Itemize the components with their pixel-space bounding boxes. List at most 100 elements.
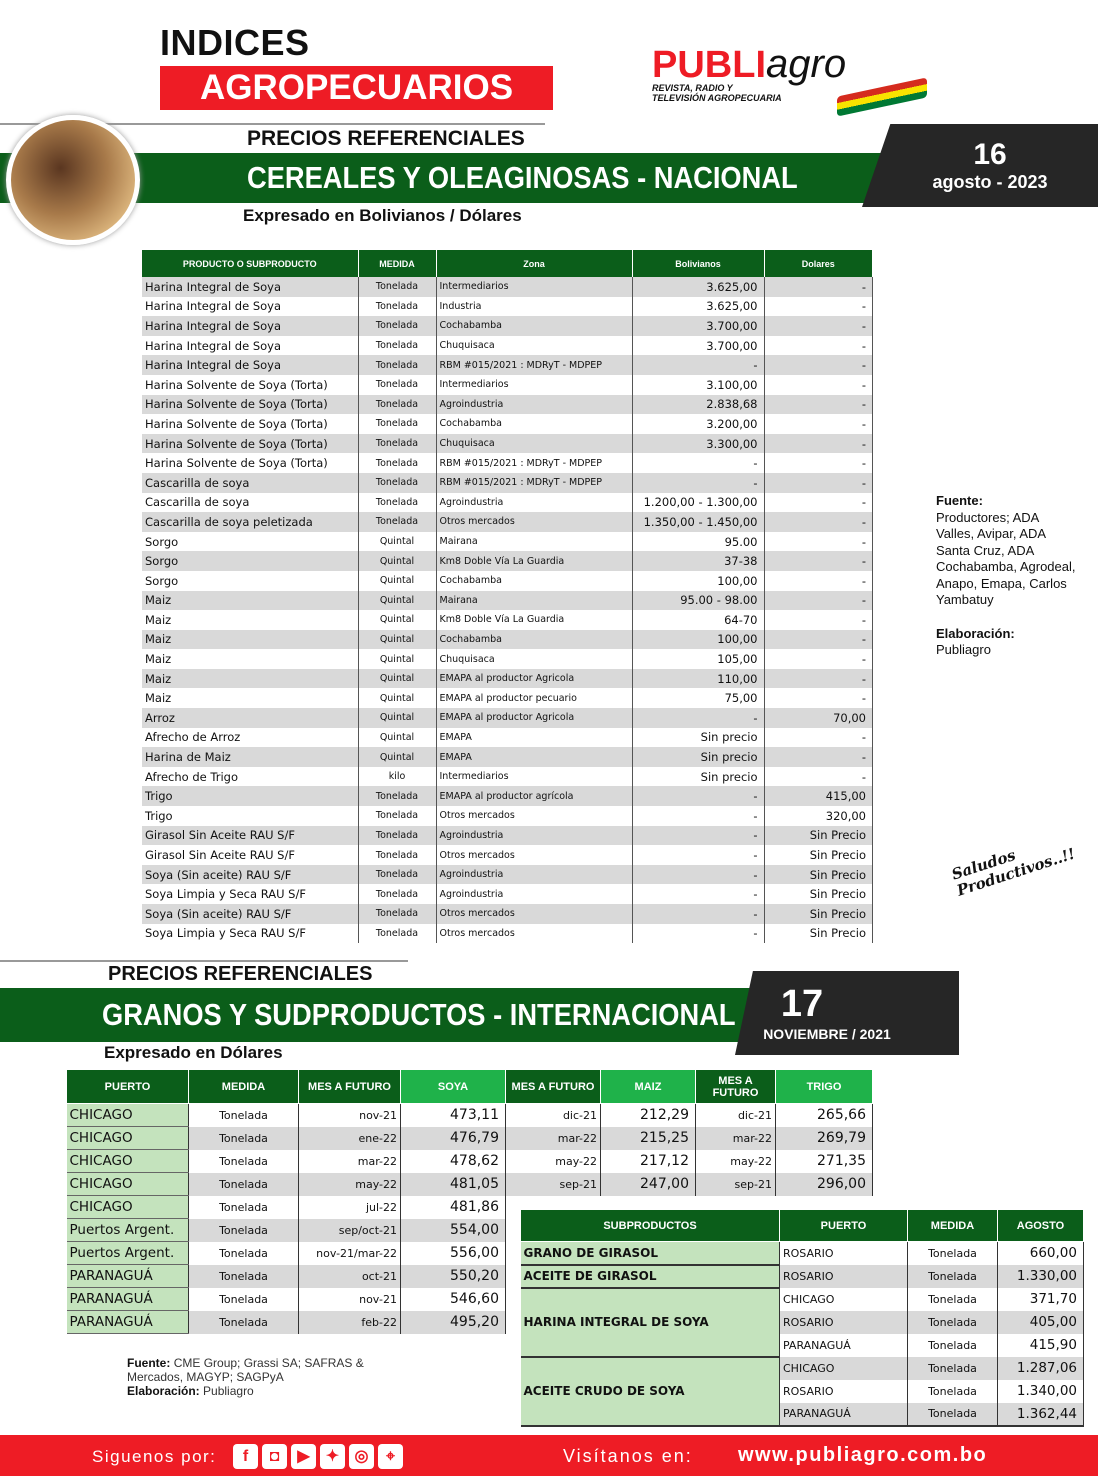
table-row: Maiz Quintal Mairana 95.00 - 98.00-: [142, 590, 873, 611]
follow-label: Siguenos por:: [92, 1447, 217, 1466]
twitter-icon[interactable]: ✦: [320, 1444, 345, 1469]
col-header: AGOSTO: [997, 1209, 1084, 1242]
table-row: GRANO DE GIRASOL ROSARIO Tonelada 660,00: [520, 1241, 1084, 1266]
zone-cell: Mairana: [436, 590, 633, 611]
dollars-cell: -: [764, 727, 873, 748]
section1-title-bar: CEREALES Y OLEAGINOSAS - NACIONAL: [0, 153, 885, 203]
zone-cell: RBM #015/2021 : MDRyT - MDPEP: [436, 355, 633, 375]
dollars-cell: -: [764, 649, 873, 669]
table-row: Harina Solvente de Soya (Torta) Tonelada I…: [142, 374, 873, 395]
bolivianos-cell: 1.350,00 - 1.450,00: [632, 512, 765, 532]
title-line2: AGROPECUARIOS: [160, 66, 553, 110]
table-row: Girasol Sin Aceite RAU S/F Tonelada Agroin…: [142, 825, 873, 846]
dollars-cell: -: [764, 374, 873, 395]
table-row: Soya Limpia y Seca RAU S/F Tonelada Agroin…: [142, 884, 873, 904]
product-cell: Maiz: [142, 610, 359, 630]
col-header: MAIZ: [600, 1069, 696, 1104]
zone-cell: EMAPA: [436, 747, 633, 767]
product-cell: Harina Integral de Soya: [142, 316, 359, 336]
section2-kicker: PRECIOS REFERENCIALES: [108, 963, 373, 985]
table-row: Girasol Sin Aceite RAU S/F Tonelada Otros …: [142, 845, 873, 865]
website-link[interactable]: www.publiagro.com.bo: [738, 1444, 988, 1466]
date-day: 17: [780, 983, 824, 1025]
table-row: ROSARIO Tonelada 1.340,00: [521, 1379, 1084, 1403]
bolivianos-cell: -: [632, 864, 765, 885]
unit-cell: Tonelada: [188, 1195, 299, 1219]
table-row: Trigo Tonelada EMAPA al productor agrícola…: [142, 786, 873, 807]
unit-cell: Quintal: [358, 531, 437, 552]
dollars-cell: -: [764, 316, 873, 336]
visit-label: Visítanos en:: [563, 1446, 693, 1466]
youtube-icon[interactable]: ▶: [291, 1444, 316, 1469]
unit-cell: Tonelada: [358, 277, 437, 297]
unit-cell: Quintal: [358, 590, 437, 611]
table-row: ROSARIO Tonelada 405,00: [521, 1310, 1084, 1334]
unit-cell: Tonelada: [358, 786, 437, 807]
unit-cell: Tonelada: [358, 374, 437, 395]
future-month-cell: sep-21: [695, 1172, 776, 1196]
bolivianos-cell: 37-38: [632, 551, 765, 571]
future-month-cell: ene-22: [298, 1126, 401, 1150]
dollars-cell: -: [764, 570, 873, 591]
unit-cell: Tonelada: [907, 1287, 998, 1311]
future-month-cell: mar-22: [505, 1126, 601, 1150]
dollars-cell: -: [764, 766, 873, 787]
elaboracion-text: Publiagro: [936, 642, 991, 657]
product-cell: Soya (Sin aceite) RAU S/F: [142, 904, 359, 924]
price-cell: 1.330,00: [997, 1264, 1084, 1288]
table-row: Maiz Quintal EMAPA al productor Agricola 11…: [142, 668, 873, 689]
bolivianos-cell: 95.00 - 98.00: [632, 590, 765, 611]
product-cell: Maiz: [142, 668, 359, 689]
product-cell: Soya Limpia y Seca RAU S/F: [142, 884, 359, 904]
unit-cell: Tonelada: [358, 433, 437, 454]
soya-cell: 478,62: [400, 1149, 506, 1173]
trigo-cell: 296,00: [775, 1172, 873, 1196]
soya-cell: 550,20: [400, 1264, 506, 1288]
instagram-icon[interactable]: ◘: [262, 1444, 287, 1469]
dollars-cell: -: [764, 512, 873, 532]
future-month-cell: nov-21: [298, 1103, 401, 1127]
product-cell: Sorgo: [142, 551, 359, 571]
dollars-cell: -: [764, 414, 873, 434]
unit-cell: Tonelada: [188, 1241, 299, 1265]
unit-cell: Tonelada: [188, 1126, 299, 1150]
dollars-cell: -: [764, 590, 873, 611]
table-row: Sorgo Quintal Mairana 95.00-: [142, 531, 873, 552]
unit-cell: Quintal: [358, 747, 437, 767]
zone-cell: Otros mercados: [436, 904, 633, 924]
radio-icon[interactable]: ◎: [349, 1444, 374, 1469]
maiz-cell: 247,00: [600, 1172, 696, 1196]
subproduct-cell: GRANO DE GIRASOL: [520, 1241, 780, 1266]
zone-cell: Km8 Doble Vía La Guardia: [436, 610, 633, 630]
section2-title-bar: GRANOS Y SUDPRODUCTOS - INTERNACIONAL: [0, 988, 760, 1042]
unit-cell: Quintal: [358, 668, 437, 689]
zone-cell: EMAPA al productor pecuario: [436, 688, 633, 709]
product-cell: Cascarilla de soya: [142, 472, 359, 493]
port-cell: CHICAGO: [66, 1103, 189, 1127]
table-row: ACEITE CRUDO DE SOYA CHICAGO Tonelada 1.287…: [520, 1356, 1084, 1427]
price-cell: 1.287,06: [997, 1356, 1084, 1380]
dollars-cell: Sin Precio: [764, 923, 873, 944]
product-cell: Arroz: [142, 708, 359, 728]
future-month-cell: may-22: [505, 1149, 601, 1173]
location-icon[interactable]: ⌖: [378, 1444, 403, 1469]
dollars-cell: -: [764, 668, 873, 689]
product-cell: Afrecho de Trigo: [142, 766, 359, 787]
table-row: Soya (Sin aceite) RAU S/F Tonelada Agroind…: [142, 864, 873, 885]
unit-cell: Tonelada: [358, 472, 437, 493]
dollars-cell: -: [764, 531, 873, 552]
bolivianos-cell: 105,00: [632, 649, 765, 669]
unit-cell: Quintal: [358, 688, 437, 709]
port-cell: CHICAGO: [779, 1356, 908, 1380]
zone-cell: EMAPA al productor Agricola: [436, 668, 633, 689]
col-header: MEDIDA: [907, 1209, 998, 1242]
section1-title: CEREALES Y OLEAGINOSAS - NACIONAL: [247, 160, 798, 195]
facebook-icon[interactable]: f: [233, 1444, 258, 1469]
unit-cell: Tonelada: [188, 1310, 299, 1334]
dollars-cell: -: [764, 335, 873, 356]
bolivianos-cell: -: [632, 845, 765, 865]
table-row: HARINA INTEGRAL DE SOYA CHICAGO Tonelada 37…: [520, 1287, 1084, 1358]
zone-cell: Otros mercados: [436, 845, 633, 865]
unit-cell: Tonelada: [358, 806, 437, 826]
product-cell: Afrecho de Arroz: [142, 727, 359, 748]
